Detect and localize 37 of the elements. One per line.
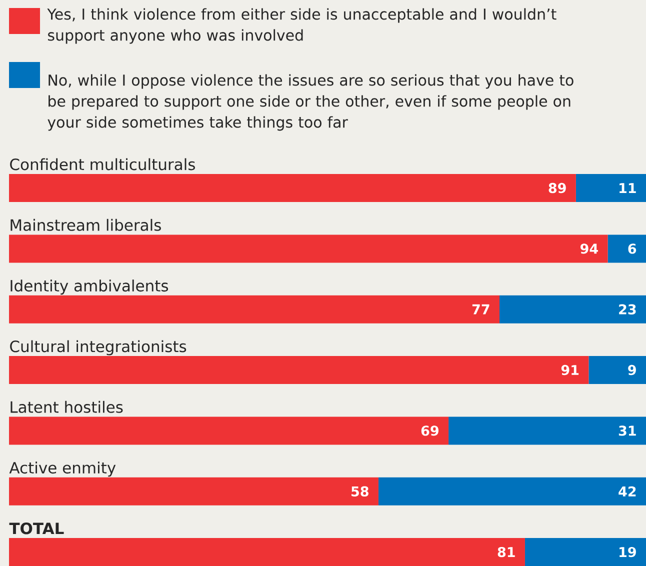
bar xyxy=(576,174,646,202)
y-tick-label: TOTAL xyxy=(9,522,64,534)
data-label: 9 xyxy=(628,364,636,376)
bar xyxy=(500,295,646,324)
bar xyxy=(588,356,646,384)
data-label: 58 xyxy=(352,486,368,496)
data-label: 19 xyxy=(620,546,636,558)
data-label: 89 xyxy=(548,182,566,194)
data-label: 31 xyxy=(618,426,636,436)
bar xyxy=(9,295,500,324)
data-label: 81 xyxy=(498,546,515,558)
bar xyxy=(608,234,646,263)
legend-label: No, while I oppose violence the issues are so serious that you have to be prepared to support one side or the other, even if some people on your side sometimes take things too far xyxy=(48,74,574,131)
bar xyxy=(9,477,378,506)
bar xyxy=(9,356,589,384)
bar xyxy=(9,538,525,566)
bar xyxy=(448,416,646,445)
bar xyxy=(9,174,576,202)
y-tick-label: Cultural integrationists xyxy=(10,340,186,356)
data-label: 91 xyxy=(561,364,579,376)
bar xyxy=(378,477,646,506)
y-tick-label: Active enmity xyxy=(9,462,116,477)
bar xyxy=(524,538,646,566)
data-label: 6 xyxy=(628,244,636,254)
data-label: 77 xyxy=(472,304,490,314)
data-label: 69 xyxy=(421,426,438,436)
legend-label: Yes, I think violence from either side is unacceptable and I wouldn’t support anyone who was involved xyxy=(47,8,556,44)
bar xyxy=(9,234,608,263)
data-label: 23 xyxy=(619,304,636,314)
y-tick-label: Confident multiculturals xyxy=(10,158,195,170)
y-tick-label: Mainstream liberals xyxy=(10,218,161,231)
bar xyxy=(9,416,449,445)
data-label: 94 xyxy=(580,244,598,254)
data-label: 11 xyxy=(620,183,636,193)
data-label: 42 xyxy=(618,486,636,496)
y-tick-label: Latent hostiles xyxy=(10,400,123,413)
y-tick-label: Identity ambivalents xyxy=(10,280,168,295)
